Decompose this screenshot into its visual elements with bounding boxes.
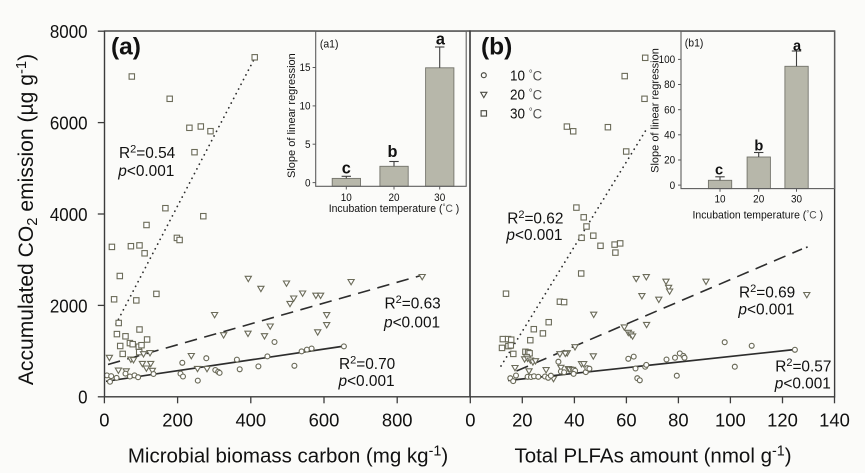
- svg-text:400: 400: [235, 409, 266, 430]
- svg-text:c: c: [715, 163, 723, 179]
- svg-text:0: 0: [305, 178, 311, 189]
- svg-text:b: b: [754, 138, 763, 154]
- svg-text:60: 60: [616, 409, 636, 430]
- svg-text:Accumulated CO2 emission (µg g: Accumulated CO2 emission (µg g-1): [14, 54, 41, 385]
- svg-text:200: 200: [162, 409, 193, 430]
- svg-text:Incubation temperature (°C ): Incubation temperature (°C ): [329, 202, 460, 215]
- svg-text:Incubation temperature (°C ): Incubation temperature (°C ): [693, 209, 824, 222]
- svg-text:0: 0: [99, 409, 109, 430]
- svg-text:30: 30: [434, 193, 445, 204]
- svg-text:0: 0: [465, 409, 475, 430]
- svg-text:80: 80: [664, 80, 675, 91]
- svg-text:p<0.001: p<0.001: [383, 314, 440, 331]
- svg-text:0: 0: [670, 180, 676, 191]
- svg-text:a: a: [793, 39, 802, 55]
- svg-text:R2=0.57: R2=0.57: [775, 357, 831, 376]
- svg-text:20: 20: [664, 155, 675, 166]
- svg-text:40: 40: [564, 409, 584, 430]
- svg-text:30: 30: [791, 194, 802, 205]
- svg-text:30 °C: 30 °C: [510, 105, 542, 122]
- svg-text:800: 800: [382, 409, 413, 430]
- svg-text:8000: 8000: [50, 21, 88, 42]
- svg-text:R2=0.69: R2=0.69: [739, 283, 795, 302]
- svg-text:20 °C: 20 °C: [510, 86, 542, 103]
- svg-text:(a1): (a1): [320, 38, 339, 50]
- svg-text:0: 0: [78, 387, 87, 408]
- svg-text:15: 15: [299, 63, 310, 74]
- svg-text:Total PLFAs amount (nmol g-1): Total PLFAs amount (nmol g-1): [514, 444, 791, 468]
- svg-text:(b1): (b1): [685, 37, 704, 49]
- svg-text:60: 60: [664, 105, 675, 116]
- svg-text:10: 10: [299, 101, 310, 112]
- svg-text:120: 120: [767, 409, 798, 430]
- svg-text:100: 100: [659, 55, 676, 66]
- svg-text:p<0.001: p<0.001: [737, 301, 794, 318]
- svg-text:600: 600: [309, 409, 340, 430]
- svg-text:b: b: [388, 143, 398, 161]
- svg-text:R2=0.62: R2=0.62: [507, 209, 563, 228]
- svg-text:10 °C: 10 °C: [510, 67, 542, 84]
- svg-text:a: a: [436, 31, 446, 49]
- svg-text:10: 10: [341, 193, 352, 204]
- svg-text:20: 20: [388, 193, 399, 204]
- svg-text:40: 40: [664, 130, 675, 141]
- svg-text:c: c: [342, 160, 351, 178]
- svg-text:p<0.001: p<0.001: [505, 227, 562, 244]
- svg-text:100: 100: [715, 409, 746, 430]
- svg-text:Slope of linear regression: Slope of linear regression: [650, 48, 662, 173]
- svg-text:R2=0.70: R2=0.70: [339, 354, 395, 373]
- svg-text:20: 20: [512, 409, 532, 430]
- svg-text:R2=0.63: R2=0.63: [385, 294, 441, 313]
- svg-text:p<0.001: p<0.001: [774, 376, 831, 393]
- svg-text:10: 10: [714, 194, 725, 205]
- svg-text:Slope of linear regression: Slope of linear regression: [286, 53, 298, 178]
- svg-text:4000: 4000: [50, 204, 88, 225]
- svg-text:5: 5: [305, 140, 311, 151]
- svg-text:(a): (a): [111, 34, 141, 61]
- svg-text:20: 20: [753, 194, 764, 205]
- svg-text:p<0.001: p<0.001: [117, 163, 174, 180]
- svg-text:R2=0.54: R2=0.54: [119, 144, 176, 163]
- svg-text:(b): (b): [481, 34, 512, 61]
- svg-text:80: 80: [668, 409, 688, 430]
- svg-text:Microbial biomass carbon (mg k: Microbial biomass carbon (mg kg-1): [128, 444, 448, 468]
- svg-text:2000: 2000: [50, 295, 88, 316]
- svg-text:140: 140: [819, 409, 850, 430]
- svg-text:p<0.001: p<0.001: [338, 373, 395, 390]
- svg-text:6000: 6000: [50, 113, 88, 134]
